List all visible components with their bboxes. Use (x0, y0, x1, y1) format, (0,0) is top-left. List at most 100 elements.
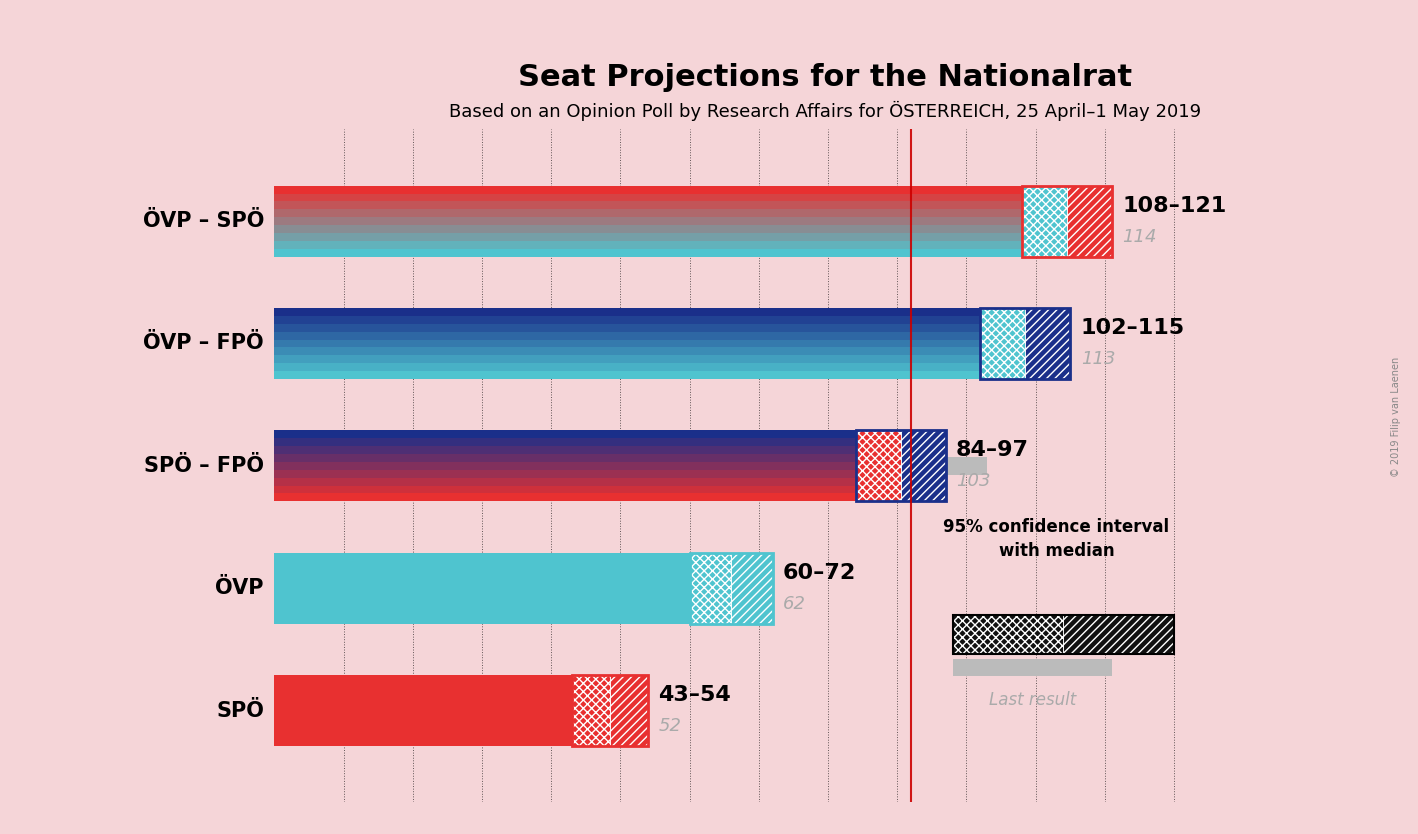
Bar (274, 186, 1022, 193)
Bar (274, 193, 1022, 202)
Bar (274, 225, 1022, 233)
Bar (855, 430, 900, 501)
Bar (274, 457, 987, 475)
Bar (274, 675, 571, 683)
Bar (274, 212, 1064, 230)
Bar (855, 430, 946, 501)
Bar (689, 553, 732, 624)
Bar (274, 722, 571, 731)
Bar (274, 691, 571, 699)
Text: © 2019 Filip van Laenen: © 2019 Filip van Laenen (1391, 357, 1401, 477)
Bar (1022, 186, 1066, 257)
Bar (274, 334, 1056, 353)
Bar (274, 494, 855, 501)
Bar (274, 738, 571, 746)
Bar (1066, 186, 1112, 257)
Text: Based on an Opinion Poll by Research Affairs for ÖSTERREICH, 25 April–1 May 2019: Based on an Opinion Poll by Research Aff… (448, 101, 1201, 121)
Text: ÖVP – SPÖ: ÖVP – SPÖ (143, 211, 264, 231)
Bar (980, 308, 1025, 379)
Bar (953, 659, 1112, 676)
Bar (274, 446, 855, 454)
Text: 43–54: 43–54 (658, 685, 732, 705)
Bar (274, 249, 1022, 257)
Bar (571, 675, 648, 746)
Bar (274, 683, 571, 691)
Bar (274, 454, 855, 462)
Text: 62: 62 (783, 595, 805, 613)
Bar (274, 485, 855, 494)
Bar (1066, 186, 1112, 257)
Bar (980, 308, 1071, 379)
Text: SPÖ: SPÖ (216, 701, 264, 721)
Bar (732, 553, 773, 624)
Bar (274, 600, 689, 608)
Text: 52: 52 (658, 717, 682, 735)
Bar (610, 675, 648, 746)
Bar (274, 430, 855, 438)
Bar (274, 355, 980, 363)
Bar (1022, 186, 1112, 257)
Bar (274, 332, 980, 339)
Bar (900, 430, 946, 501)
Bar (610, 675, 648, 746)
Bar (274, 576, 689, 585)
Text: SPÖ – FPÖ: SPÖ – FPÖ (145, 456, 264, 476)
Bar (274, 592, 689, 600)
Bar (274, 715, 571, 722)
Bar (1064, 615, 1174, 654)
Bar (274, 699, 571, 706)
Text: 102–115: 102–115 (1081, 318, 1185, 338)
Bar (689, 553, 773, 624)
Bar (274, 233, 1022, 241)
Bar (274, 202, 1022, 209)
Text: Seat Projections for the Nationalrat: Seat Projections for the Nationalrat (518, 63, 1132, 93)
Bar (1025, 308, 1071, 379)
Bar (274, 308, 980, 316)
Text: 103: 103 (956, 472, 991, 490)
Bar (274, 585, 689, 592)
Bar (732, 553, 773, 624)
Bar (953, 615, 1064, 654)
Text: Last result: Last result (988, 691, 1076, 709)
Bar (980, 308, 1025, 379)
Text: 84–97: 84–97 (956, 440, 1029, 460)
Bar (274, 731, 571, 738)
Text: 95% confidence interval: 95% confidence interval (943, 518, 1170, 535)
Bar (274, 615, 689, 624)
Bar (571, 675, 610, 746)
Bar (274, 316, 980, 324)
Bar (274, 209, 1022, 217)
Bar (855, 430, 900, 501)
Bar (274, 478, 855, 485)
Text: ÖVP – FPÖ: ÖVP – FPÖ (143, 334, 264, 354)
Bar (1025, 308, 1071, 379)
Bar (1022, 186, 1066, 257)
Bar (274, 339, 980, 348)
Bar (274, 363, 980, 371)
Bar (274, 553, 689, 560)
Bar (274, 608, 689, 615)
Bar (274, 438, 855, 446)
Bar (274, 579, 703, 597)
Bar (274, 371, 980, 379)
Text: 113: 113 (1081, 350, 1115, 368)
Bar (953, 615, 1174, 654)
Bar (274, 462, 855, 470)
Text: with median: with median (998, 542, 1115, 560)
Bar (274, 560, 689, 569)
Bar (274, 324, 980, 332)
Bar (689, 553, 732, 624)
Bar (1064, 615, 1174, 654)
Bar (953, 615, 1064, 654)
Bar (274, 701, 634, 720)
Text: ÖVP: ÖVP (216, 578, 264, 598)
Bar (274, 348, 980, 355)
Bar (900, 430, 946, 501)
Bar (274, 569, 689, 576)
Text: 114: 114 (1122, 228, 1157, 246)
Bar (274, 706, 571, 715)
Text: 108–121: 108–121 (1122, 195, 1227, 215)
Bar (274, 241, 1022, 249)
Text: 60–72: 60–72 (783, 563, 856, 583)
Bar (274, 217, 1022, 225)
